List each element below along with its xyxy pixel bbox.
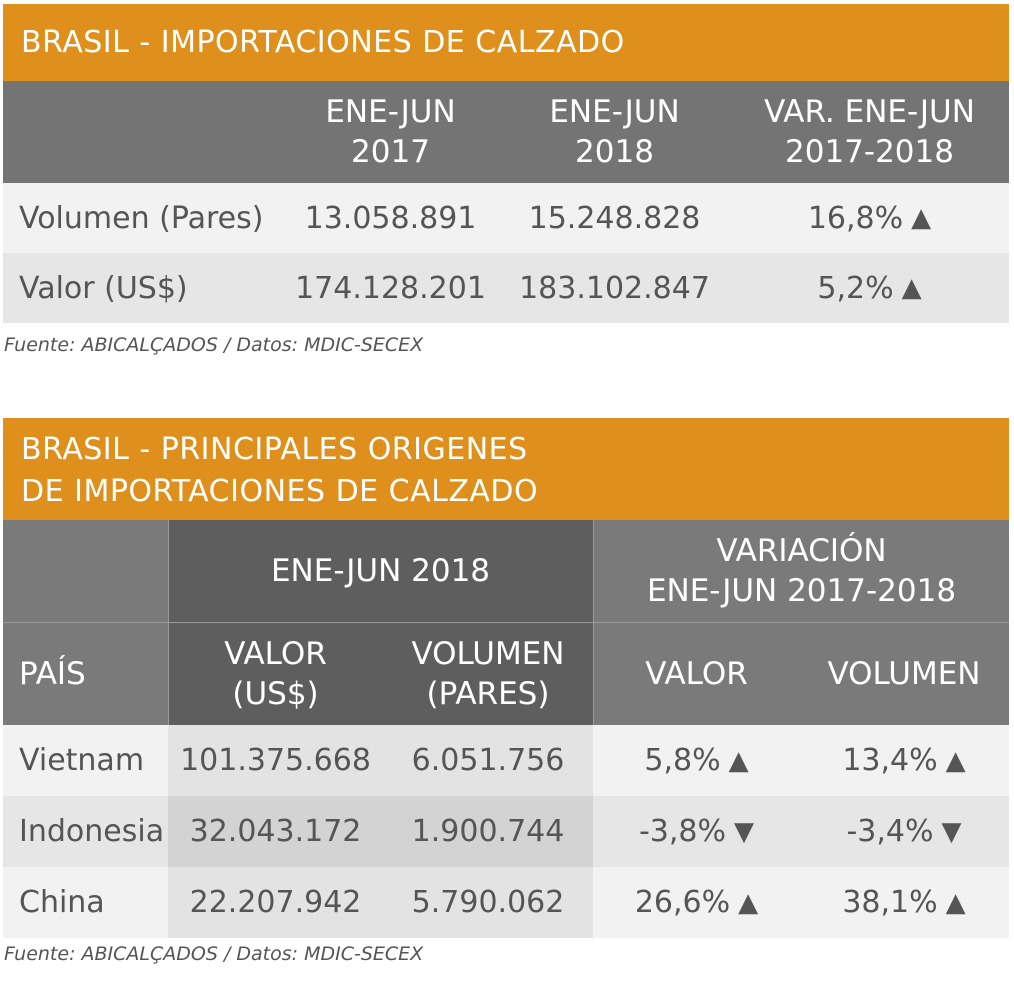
value-2018: 183.102.847 — [519, 270, 710, 306]
table2-title-line1: BRASIL - PRINCIPALES ORIGENES — [21, 432, 528, 467]
col-header-var-volumen: VOLUMEN — [827, 656, 981, 692]
table2-group-header: ENE-JUN 2018 VARIACIÓN ENE-JUN 2017-2018 — [3, 520, 1009, 622]
table1-header-2018: ENE-JUN 2018 — [549, 94, 680, 170]
variation-value: 5,2% ▲ — [817, 270, 922, 306]
row-valor: 32.043.172 — [168, 796, 383, 867]
row-valor: 101.375.668 — [168, 725, 383, 796]
arrow-up-icon: ▲ — [945, 887, 966, 918]
arrow-down-icon: ▼ — [734, 816, 755, 847]
row-valor: 22.207.942 — [168, 867, 383, 938]
arrow-up-icon: ▲ — [901, 273, 922, 303]
row-label: Valor (US$) — [19, 270, 188, 306]
row-var-volumen: 13,4% ▲ — [842, 743, 966, 778]
table1-source: Fuente: ABICALÇADOS / Datos: MDIC-SECEX — [4, 334, 424, 356]
row-var-volumen: 38,1% ▲ — [842, 885, 966, 920]
row-var-valor: -3,8% ▼ — [638, 814, 755, 849]
col-header-dark-bg — [168, 623, 593, 725]
table1-title: BRASIL - IMPORTACIONES DE CALZADO — [3, 4, 1009, 81]
arrow-up-icon: ▲ — [945, 745, 966, 776]
row-country: China — [19, 885, 105, 920]
table1-header-2017: ENE-JUN 2017 — [325, 94, 456, 170]
table1-row: Valor (US$) 174.128.201 183.102.847 5,2%… — [3, 253, 1009, 323]
table1-header-row: ENE-JUN 2017 ENE-JUN 2018 VAR. ENE-JUN 2… — [3, 81, 1009, 183]
table2-row: Indonesia 32.043.172 1.900.744 -3,8% ▼ -3… — [3, 796, 1009, 867]
arrow-up-icon: ▲ — [728, 745, 749, 776]
col-header-var-valor: VALOR — [645, 656, 748, 692]
row-var-valor: 5,8% ▲ — [644, 743, 749, 778]
row-volumen: 1.900.744 — [383, 796, 593, 867]
row-country: Indonesia — [19, 814, 165, 849]
arrow-down-icon: ▼ — [941, 816, 962, 847]
row-country: Vietnam — [19, 743, 145, 778]
col-header-pais: PAÍS — [19, 656, 86, 692]
table2-source: Fuente: ABICALÇADOS / Datos: MDIC-SECEX — [4, 943, 424, 965]
table2-title: BRASIL - PRINCIPALES ORIGENES DE IMPORTA… — [3, 418, 1009, 520]
value-2017: 13.058.891 — [304, 200, 477, 236]
header-divider — [3, 622, 1009, 623]
variation-value: 16,8% ▲ — [807, 200, 932, 236]
table2-row: China 22.207.942 5.790.062 26,6% ▲ 38,1% ▲ — [3, 867, 1009, 938]
table1-row: Volumen (Pares) 13.058.891 15.248.828 16… — [3, 183, 1009, 253]
arrow-up-icon: ▲ — [911, 203, 932, 233]
row-var-valor: 26,6% ▲ — [634, 885, 759, 920]
row-volumen: 5.790.062 — [383, 867, 593, 938]
table1-header-variation: VAR. ENE-JUN 2017-2018 — [764, 94, 975, 170]
arrow-up-icon: ▲ — [738, 887, 759, 918]
table2-row: Vietnam 101.375.668 6.051.756 5,8% ▲ 13,4… — [3, 725, 1009, 796]
value-2017: 174.128.201 — [295, 270, 486, 306]
group-header-variation: VARIACIÓN ENE-JUN 2017-2018 — [646, 533, 957, 609]
table2-title-line2: DE IMPORTACIONES DE CALZADO — [21, 474, 539, 509]
row-label: Volumen (Pares) — [19, 200, 264, 236]
row-volumen: 6.051.756 — [383, 725, 593, 796]
value-2018: 15.248.828 — [528, 200, 701, 236]
table2-col-header: PAÍS VALOR (US$) VOLUMEN (PARES) VALOR V… — [3, 623, 1009, 725]
row-var-volumen: -3,4% ▼ — [846, 814, 962, 849]
group-header-period: ENE-JUN 2018 — [168, 520, 593, 622]
col-header-valor: VALOR (US$) — [224, 636, 327, 712]
col-header-volumen: VOLUMEN (PARES) — [411, 636, 565, 712]
